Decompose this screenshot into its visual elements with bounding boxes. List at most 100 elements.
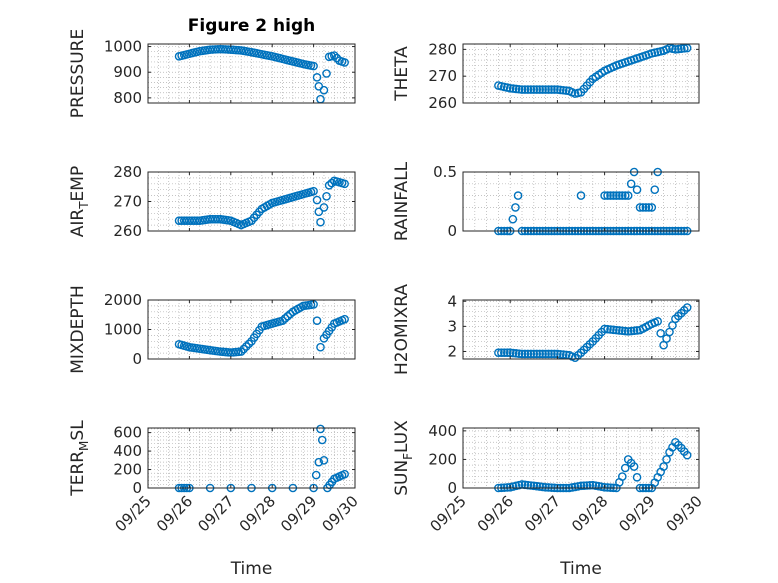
data-point — [316, 94, 325, 104]
y-tick-label: 400 — [428, 422, 457, 440]
data-point — [641, 203, 651, 212]
data-point — [623, 191, 633, 200]
data-point — [576, 191, 586, 200]
data-point — [561, 86, 571, 95]
x-tick-label: 09/27 — [194, 492, 237, 535]
y-axis-label: SUNFLUX — [392, 420, 415, 496]
data-point — [541, 349, 550, 359]
series-markers — [174, 176, 349, 230]
y-tick-label: 200 — [428, 450, 457, 468]
data-point — [547, 85, 556, 94]
data-point — [618, 326, 627, 336]
x-tick-label: 09/29 — [615, 492, 658, 535]
data-point — [559, 85, 568, 95]
data-point — [532, 481, 542, 491]
data-point — [618, 191, 627, 200]
y-axis-label: TERRMSL — [68, 420, 91, 497]
data-point — [529, 481, 539, 491]
x-tick-label: 09/30 — [663, 492, 706, 535]
data-point — [532, 85, 542, 94]
data-point — [659, 462, 668, 471]
data-point — [544, 483, 553, 492]
subplot-theta: 260 270 280 THETA — [392, 40, 700, 112]
data-point — [553, 85, 562, 94]
data-point — [620, 463, 630, 473]
y-tick-label: 900 — [113, 63, 142, 81]
y-tick-label: 3 — [447, 317, 457, 335]
axes-box — [147, 43, 356, 104]
data-point — [547, 349, 556, 359]
subplot-rainfall: 0 0.5 RAINFALL — [392, 161, 700, 241]
data-point — [629, 326, 639, 336]
data-point — [322, 69, 331, 78]
grid — [463, 300, 699, 359]
x-tick-label: 09/28 — [568, 492, 611, 535]
y-axis-label: THETA — [392, 46, 412, 102]
data-point — [508, 214, 518, 224]
data-point — [644, 203, 654, 212]
data-point — [623, 327, 633, 336]
data-point — [316, 342, 325, 352]
data-point — [612, 325, 621, 335]
data-point — [314, 207, 324, 217]
data-point — [529, 349, 539, 359]
data-point — [626, 179, 636, 189]
data-point — [541, 482, 550, 492]
y-tick-label: 1000 — [104, 321, 142, 339]
data-point — [632, 185, 642, 194]
data-point — [615, 326, 624, 335]
axes-box — [147, 299, 356, 360]
data-point — [556, 85, 565, 95]
data-point — [316, 217, 325, 227]
axes-box — [462, 299, 700, 360]
data-point — [544, 349, 553, 359]
data-point — [236, 347, 246, 356]
data-point — [600, 324, 609, 334]
y-axis-label: PRESSURE — [68, 29, 88, 118]
data-point — [312, 73, 322, 82]
y-axis-label: MIXDEPTH — [68, 285, 88, 374]
data-point — [638, 203, 648, 212]
data-point — [319, 203, 329, 212]
data-point — [322, 192, 331, 201]
axes-box — [147, 427, 356, 489]
data-point — [600, 191, 609, 200]
x-tick-label: 09/27 — [521, 492, 564, 535]
data-point — [632, 326, 642, 335]
data-point — [538, 482, 547, 492]
data-point — [502, 483, 512, 492]
data-point — [523, 349, 533, 359]
series-markers — [174, 300, 349, 357]
data-point — [526, 481, 536, 490]
data-point — [514, 84, 524, 94]
data-point — [523, 85, 533, 94]
y-tick-label: 200 — [113, 461, 142, 479]
data-point — [618, 472, 627, 481]
data-point — [541, 85, 550, 94]
y-tick-label: 0 — [132, 479, 142, 497]
data-point — [603, 324, 612, 334]
data-point — [585, 481, 595, 490]
grid — [463, 172, 699, 231]
x-axis-label: Time — [559, 559, 602, 579]
subplot-air-temp: 260 270 280 AIRTEMP — [68, 163, 356, 240]
data-point — [508, 348, 518, 358]
series-markers — [494, 43, 692, 98]
data-point — [626, 326, 636, 336]
data-point — [559, 350, 568, 359]
data-point — [316, 424, 325, 434]
data-point — [312, 316, 322, 325]
data-point — [550, 349, 559, 359]
data-point — [319, 85, 329, 95]
data-point — [244, 339, 254, 349]
y-tick-label: 280 — [113, 163, 142, 181]
x-tick-label: 09/26 — [474, 492, 517, 535]
data-point — [535, 349, 545, 359]
data-point — [653, 317, 663, 326]
subplot-pressure: 800 900 1000 PRESSURE Figure 2 high — [68, 16, 356, 118]
data-point — [508, 84, 518, 93]
data-point — [340, 314, 349, 324]
y-tick-label: 0 — [447, 479, 457, 497]
data-point — [511, 349, 521, 358]
